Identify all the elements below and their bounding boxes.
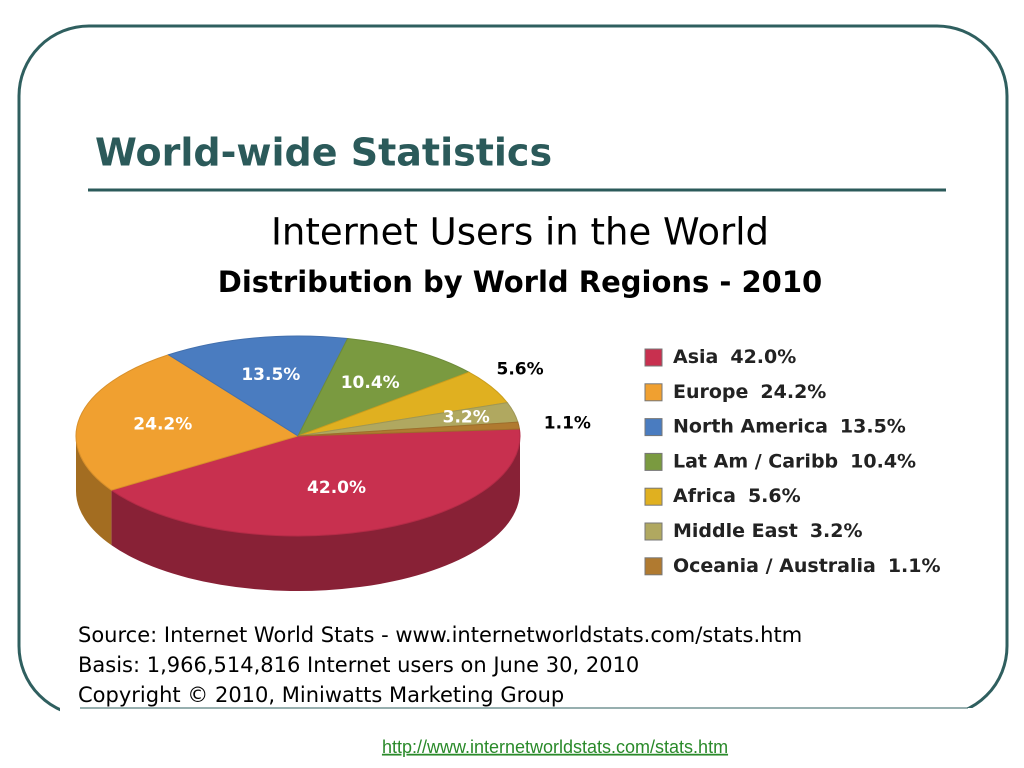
- legend-swatch: [644, 522, 663, 541]
- legend-name: Oceania / Australia: [673, 554, 876, 576]
- data-label: 42.0%: [307, 478, 366, 498]
- legend-entry: Asia 42.0%: [673, 346, 796, 368]
- legend-swatch: [644, 418, 663, 437]
- legend: Asia 42.0%Europe 24.2%North America 13.5%La…: [644, 346, 941, 576]
- legend-name: Africa: [673, 485, 736, 507]
- data-label: 13.5%: [241, 365, 300, 385]
- legend-name: Lat Am / Caribb: [673, 450, 838, 472]
- slice: [297, 421, 521, 437]
- chart-subtitle: Distribution by World Regions - 2010: [218, 265, 822, 299]
- legend-entry: Europe 24.2%: [673, 380, 826, 402]
- slice: [167, 335, 349, 437]
- frame-gap: [60, 708, 980, 720]
- pie: 42.0% 24.2% 13.5% 10.4% 5.6% 3.2% 1.1%: [75, 335, 591, 591]
- source-line: Copyright © 2010, Miniwatts Marketing Gr…: [78, 683, 564, 707]
- slice-side: [76, 436, 112, 546]
- legend-value: 1.1%: [888, 554, 941, 576]
- data-label: 5.6%: [496, 359, 543, 379]
- source-line: Basis: 1,966,514,816 Internet users on J…: [78, 653, 639, 677]
- legend-entry: Lat Am / Caribb 10.4%: [673, 450, 916, 472]
- legend-value: 3.2%: [810, 520, 863, 542]
- legend-value: 24.2%: [760, 380, 826, 402]
- legend-value: 10.4%: [850, 450, 916, 472]
- link[interactable]: http://www.internetworldstats.com/stats.…: [382, 737, 728, 757]
- legend-entry: Africa 5.6%: [673, 485, 801, 507]
- legend-value: 13.5%: [840, 415, 906, 437]
- legend-value: 5.6%: [748, 485, 801, 507]
- legend-entry: Oceania / Australia 1.1%: [673, 554, 941, 576]
- legend-name: Europe: [673, 380, 748, 402]
- slice: [296, 337, 471, 437]
- data-label: 10.4%: [341, 373, 400, 393]
- slice-side: [111, 436, 520, 591]
- legend-name: Asia: [673, 346, 718, 368]
- legend-swatch: [644, 557, 663, 576]
- legend-entry: North America 13.5%: [673, 415, 906, 437]
- legend-swatch: [644, 383, 663, 402]
- legend-swatch: [644, 348, 663, 367]
- legend-swatch: [644, 487, 663, 506]
- legend-value: 42.0%: [730, 346, 796, 368]
- data-label: 24.2%: [133, 414, 192, 434]
- legend-swatch: [644, 452, 663, 471]
- legend-name: Middle East: [673, 520, 798, 542]
- slice: [110, 428, 521, 537]
- data-label: 3.2%: [443, 408, 490, 428]
- source-line: Source: Internet World Stats - www.inter…: [78, 623, 802, 647]
- legend-name: North America: [673, 415, 828, 437]
- slide-title: World-wide Statistics: [95, 131, 552, 175]
- slice: [75, 354, 300, 491]
- legend-entry: Middle East 3.2%: [673, 520, 863, 542]
- data-label: 1.1%: [544, 413, 591, 433]
- chart-title: Internet Users in the World: [271, 211, 769, 254]
